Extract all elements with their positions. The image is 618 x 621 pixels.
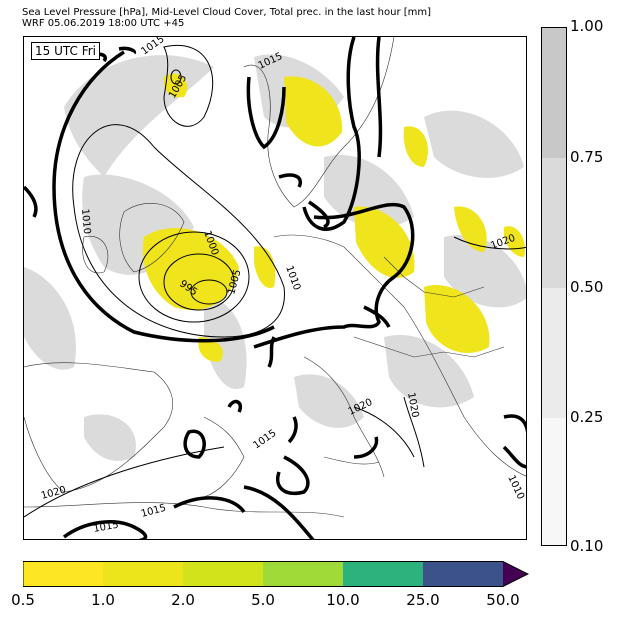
cloud-band [542, 28, 566, 158]
cloud-tick-label: 0.25 [570, 408, 604, 426]
cloud-band [542, 158, 566, 288]
weather-map: 1015 1005 1015 1010 1000 1005 995 1010 1… [23, 36, 527, 540]
cloud-tick-label: 0.10 [570, 537, 604, 555]
cloud-tick-label: 0.75 [570, 148, 604, 166]
time-label: 15 UTC Fri [31, 42, 100, 60]
cloud-cover-layer [24, 54, 526, 461]
precip-tick-label: 10.0 [326, 591, 360, 609]
cloud-band [542, 418, 566, 545]
precipitation-layer [142, 73, 525, 362]
cloud-cover-colorbar [541, 27, 567, 546]
precip-colorbar [23, 561, 529, 587]
precip-color-segment [263, 561, 343, 587]
map-title: Sea Level Pressure [hPa], Mid-Level Clou… [22, 7, 432, 18]
isobar-label: 1015 [251, 428, 278, 452]
precip-color-segment [503, 561, 528, 587]
cloud-band [542, 288, 566, 418]
precip-tick-label: 0.5 [11, 591, 35, 609]
cloud-tick-label: 0.50 [570, 278, 604, 296]
isobar-label: 1010 [505, 474, 526, 502]
precip-tick-label: 2.0 [171, 591, 195, 609]
cloud-tick-label: 1.00 [570, 17, 604, 35]
isobar-label: 1015 [139, 37, 166, 57]
precip-color-segment [343, 561, 423, 587]
isobar-label: 1015 [93, 520, 120, 535]
precip-color-segment [103, 561, 183, 587]
map-subtitle: WRF 05.06.2019 18:00 UTC +45 [22, 18, 185, 29]
map-canvas: 1015 1005 1015 1010 1000 1005 995 1010 1… [24, 37, 526, 539]
precip-tick-label: 1.0 [91, 591, 115, 609]
precip-color-segment [23, 561, 103, 587]
precip-tick-label: 25.0 [406, 591, 440, 609]
precip-color-segment [423, 561, 503, 587]
precip-tick-label: 5.0 [251, 591, 275, 609]
isobar-label: 1020 [405, 392, 420, 419]
precip-color-segment [183, 561, 263, 587]
isobar-label: 1015 [140, 503, 167, 520]
coastlines [24, 37, 526, 518]
isobar-label: 1010 [283, 264, 302, 292]
precip-tick-label: 50.0 [486, 591, 520, 609]
isobars-thick [24, 37, 526, 539]
isobar-label: 1010 [79, 208, 92, 234]
